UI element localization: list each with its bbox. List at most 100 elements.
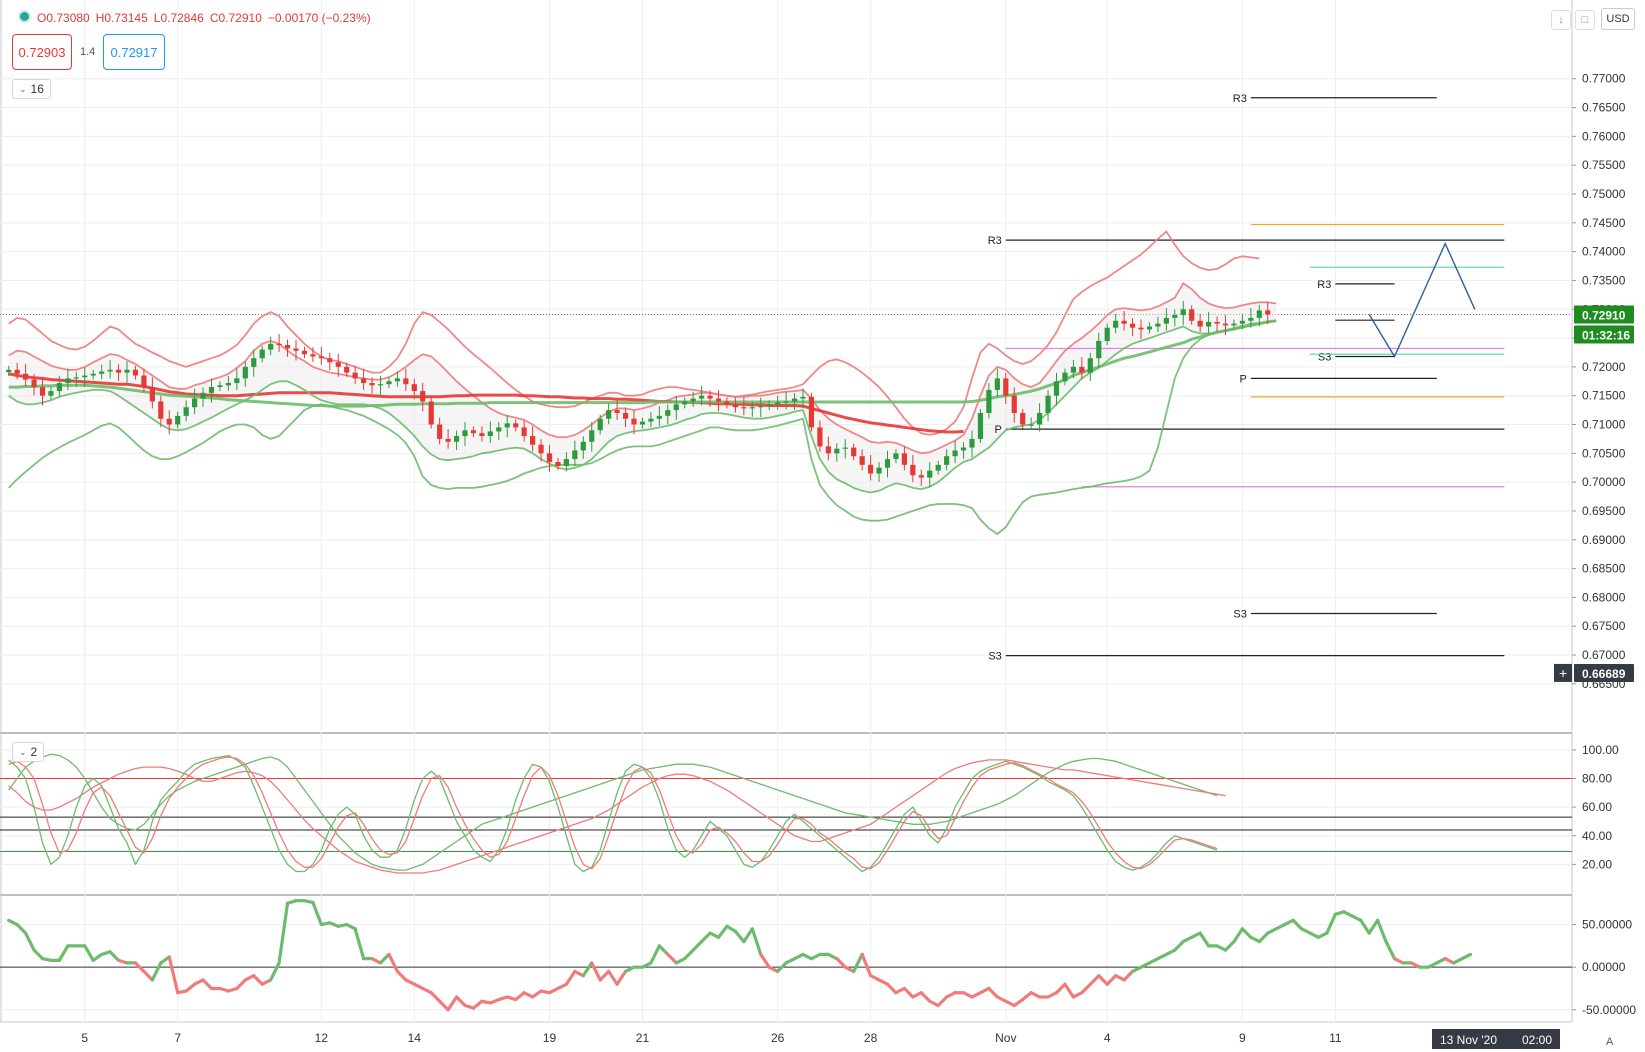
countdown-tag-bg [1574, 325, 1634, 344]
candle-body [166, 418, 172, 425]
auto-scale-button[interactable]: A [1606, 1036, 1614, 1048]
x-tick-label: 26 [771, 1031, 785, 1045]
band-fill [8, 283, 1277, 493]
y-tick-label: -50.00000 [1582, 1003, 1636, 1017]
crosshair-plus-bg [1554, 663, 1572, 682]
candle-body [310, 354, 316, 357]
momentum-segment [167, 955, 180, 995]
buy-button[interactable]: 0.72917 [103, 34, 165, 70]
maximize-icon[interactable]: □ [1575, 10, 1595, 30]
candle-body [699, 395, 705, 399]
candle-body [420, 391, 426, 402]
x-tick-label: 21 [636, 1031, 650, 1045]
oscillator-toggle[interactable]: ⌄ 2 [12, 742, 45, 762]
candle-body [952, 450, 958, 457]
candle-body [394, 378, 400, 382]
momentum-segment [387, 952, 399, 974]
indicators-toggle[interactable]: ⌄ 16 [12, 79, 51, 99]
move-down-icon[interactable]: ↓ [1551, 10, 1571, 30]
x-tick-label: 5 [81, 1031, 88, 1045]
momentum-segment [1359, 918, 1371, 935]
candle-body [1070, 366, 1076, 373]
candle-body [31, 379, 37, 388]
y-tick-label: 40.00 [1582, 829, 1612, 843]
momentum-segment [852, 952, 864, 974]
candle-body [335, 362, 341, 367]
momentum-segment [750, 927, 763, 956]
candle-body [530, 436, 536, 445]
candle-body [1121, 320, 1127, 324]
indicator-count: 16 [30, 82, 44, 96]
y-tick-label: 0.00000 [1582, 960, 1626, 974]
candle-body [48, 391, 54, 396]
momentum-segment [1232, 927, 1245, 944]
x-tick-label: 14 [408, 1031, 422, 1045]
price-pane[interactable]: R3 R3 R3 S3 P P S3 S3 [0, 93, 1572, 663]
crosshair-date: 13 Nov '20 [1440, 1033, 1497, 1047]
momentum-segment [1198, 931, 1211, 948]
candle-body [1053, 381, 1060, 396]
candle-body [124, 369, 130, 373]
y-tick-label: 0.76000 [1582, 129, 1626, 143]
momentum-segment [902, 986, 915, 999]
candle-body [1172, 315, 1178, 318]
y-tick-label: 0.69000 [1582, 533, 1626, 547]
indicator-line [8, 230, 1260, 436]
candle-body [1129, 323, 1136, 328]
candle-body [910, 464, 916, 476]
candle-body [251, 358, 257, 367]
candle-body [479, 433, 485, 437]
candle-body [766, 404, 772, 407]
momentum-segment [615, 969, 628, 986]
ohlc-legend: O0.73080 H0.73145 L0.72846 C0.72910 −0.00170… [18, 10, 377, 25]
currency-selector[interactable]: USD [1601, 8, 1635, 30]
candle-body [1096, 340, 1102, 359]
x-tick-label: 19 [543, 1031, 557, 1045]
stochastic-line [8, 754, 1218, 873]
candle-body [259, 349, 265, 359]
candle-body [318, 356, 324, 359]
plus-icon: + [1559, 665, 1567, 681]
candle-body [901, 453, 907, 465]
candle-body [149, 387, 155, 402]
y-tick-label: 0.75500 [1582, 158, 1626, 172]
candle-body [808, 396, 815, 428]
y-tick-label: 0.68500 [1582, 562, 1626, 576]
candle-body [1003, 378, 1009, 396]
sell-button[interactable]: 0.72903 [12, 34, 72, 70]
candle-body [775, 402, 781, 405]
candle-body [369, 383, 375, 386]
candle-body [192, 398, 198, 408]
momentum-segment [1088, 974, 1101, 986]
candle-body [1180, 309, 1186, 316]
candle-body [960, 447, 967, 451]
candle-body [141, 375, 147, 388]
candle-body [673, 404, 679, 411]
candle-body [614, 410, 620, 413]
candle-body [6, 369, 12, 373]
stochastic-line [8, 759, 1226, 874]
momentum-segment [581, 961, 594, 978]
candle-body [563, 459, 569, 466]
candle-body [1239, 320, 1245, 324]
stochastic-pane[interactable] [0, 753, 1572, 874]
momentum-segment [649, 944, 661, 965]
y-tick-label: 0.71000 [1582, 418, 1626, 432]
y-tick-label: 0.68000 [1582, 590, 1626, 604]
y-tick-label: 0.76500 [1582, 101, 1626, 115]
momentum-segment [1097, 974, 1109, 986]
buy-price: 0.72917 [110, 44, 158, 60]
momentum-segment [1105, 974, 1118, 986]
momentum-segment [1021, 991, 1033, 1002]
momentum-segment [514, 991, 526, 1002]
momentum-pane[interactable] [0, 899, 1572, 1012]
candle-body [115, 369, 122, 373]
last-price-tag: 0.72910 [1574, 305, 1634, 324]
candle-body [428, 401, 434, 425]
momentum-segment [1460, 952, 1473, 961]
candle-body [1146, 326, 1153, 330]
momentum-segment [454, 995, 467, 1008]
x-tick-label: 28 [864, 1031, 878, 1045]
momentum-segment [142, 969, 154, 982]
